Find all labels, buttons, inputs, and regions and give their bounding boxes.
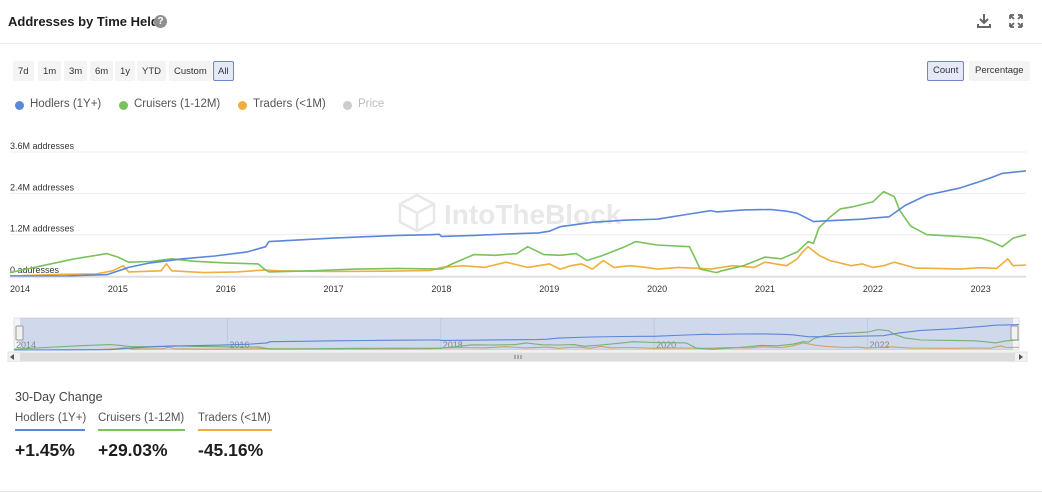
change-underline xyxy=(198,429,272,431)
x-tick-label: 2023 xyxy=(971,284,991,294)
count-toggle[interactable]: Count xyxy=(927,61,965,81)
navigator-chart[interactable]: 20142016201820202022 xyxy=(0,316,1042,362)
series-line-hodlers-1y xyxy=(10,170,1027,277)
change-label: Traders (<1M) xyxy=(198,412,271,424)
change-traders: Traders (<1M) -45.16% xyxy=(198,412,272,461)
x-tick-label: 2021 xyxy=(755,284,775,294)
x-tick-label: 2015 xyxy=(108,284,128,294)
change-value: +1.45% xyxy=(15,440,75,460)
x-tick-label: 2018 xyxy=(431,284,451,294)
download-icon[interactable] xyxy=(976,13,992,29)
legend-dot-price xyxy=(343,101,352,110)
page-title: Addresses by Time Held xyxy=(8,14,159,29)
x-tick-label: 2020 xyxy=(647,284,667,294)
legend-dot-cruisers xyxy=(119,101,128,110)
x-tick-label: 2014 xyxy=(10,284,30,294)
change-underline xyxy=(15,429,85,431)
y-tick-label: 3.6M addresses xyxy=(10,141,75,151)
navigator-tick-label: 2014 xyxy=(16,340,36,350)
main-chart[interactable]: 0 addresses 1.2M addresses 2.4M addresses 3… xyxy=(0,140,1042,300)
watermark-logo-icon xyxy=(398,193,436,233)
legend-label: Cruisers (1-12M) xyxy=(134,98,221,110)
range-all-button[interactable]: All xyxy=(213,61,234,81)
change-value: -45.16% xyxy=(198,440,264,460)
navigator-handle-right[interactable] xyxy=(1010,325,1019,341)
scroll-left-arrow-icon[interactable] xyxy=(10,354,14,360)
change-underline xyxy=(98,429,185,431)
change-label: Hodlers (1Y+) xyxy=(15,412,87,424)
x-tick-label: 2017 xyxy=(324,284,344,294)
card-header: Addresses by Time Held ? xyxy=(0,0,1042,44)
change-value: +29.03% xyxy=(98,440,168,460)
legend-dot-hodlers xyxy=(15,101,24,110)
range-6m-button[interactable]: 6m xyxy=(90,61,114,81)
legend-label: Traders (<1M) xyxy=(253,98,326,110)
scroll-right-arrow-icon[interactable] xyxy=(1019,354,1023,360)
y-tick-label: 2.4M addresses xyxy=(10,182,75,192)
change-hodlers: Hodlers (1Y+) +1.45% xyxy=(15,412,86,461)
legend-label: Hodlers (1Y+) xyxy=(30,98,102,110)
x-tick-label: 2022 xyxy=(863,284,883,294)
range-1y-button[interactable]: 1y xyxy=(115,61,136,81)
range-custom-button[interactable]: Custom xyxy=(169,61,212,81)
x-tick-label: 2019 xyxy=(539,284,559,294)
y-tick-label: 1.2M addresses xyxy=(10,224,75,234)
change-title: 30-Day Change xyxy=(15,390,103,404)
series-line-cruisers-1-12m xyxy=(9,190,1027,274)
legend-label: Price xyxy=(358,98,385,110)
range-ytd-button[interactable]: YTD xyxy=(137,61,166,81)
range-1m-button[interactable]: 1m xyxy=(38,61,62,81)
watermark: IntoTheBlock xyxy=(398,193,622,233)
navigator-tick-label: 2018 xyxy=(443,340,463,350)
change-label: Cruisers (1-12M) xyxy=(98,412,185,424)
expand-icon[interactable] xyxy=(1008,13,1024,29)
navigator-handle-left[interactable] xyxy=(15,325,24,341)
navigator-tick-label: 2020 xyxy=(656,340,676,350)
range-7d-button[interactable]: 7d xyxy=(13,61,34,81)
navigator-series-traders-1m xyxy=(13,342,1020,351)
navigator-series-cruisers-1-12m xyxy=(13,329,1020,350)
legend-dot-traders xyxy=(238,101,247,110)
watermark-text: IntoTheBlock xyxy=(444,199,622,230)
change-cruisers: Cruisers (1-12M) +29.03% xyxy=(98,412,185,461)
y-tick-label: 0 addresses xyxy=(10,265,60,275)
scrollbar-grip-icon xyxy=(514,355,522,359)
percentage-toggle[interactable]: Percentage xyxy=(969,61,1030,81)
range-3m-button[interactable]: 3m xyxy=(64,61,88,81)
navigator-tick-label: 2022 xyxy=(870,340,890,350)
question-circle-icon[interactable]: ? xyxy=(154,15,167,28)
navigator-selection xyxy=(20,318,1013,350)
series-line-traders-1m xyxy=(9,245,1027,277)
x-tick-label: 2016 xyxy=(216,284,236,294)
navigator-series-hodlers-1y xyxy=(14,324,1020,351)
